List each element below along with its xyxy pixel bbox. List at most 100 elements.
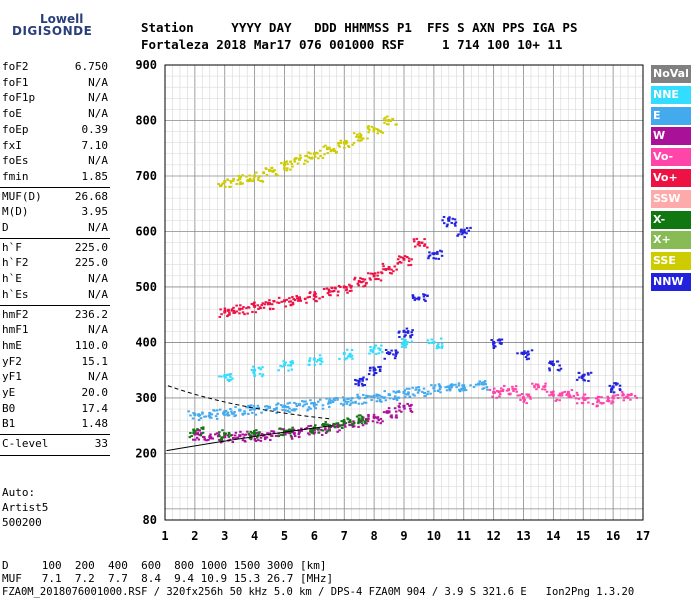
- echo-mark: [575, 391, 579, 394]
- echo-mark: [395, 390, 399, 393]
- echo-mark: [293, 433, 296, 436]
- echo-mark: [620, 390, 624, 393]
- data-point: [611, 385, 615, 389]
- echo-mark: [396, 262, 400, 265]
- chart-axes: 1 2 3 4 5 6 7 8 9 10 11 12 13 14 15 16 17802003004005006…: [135, 58, 650, 543]
- y-tick-label: 200: [135, 446, 157, 460]
- autoscale-line2: Artist5: [2, 501, 49, 514]
- echo-mark: [329, 294, 332, 297]
- echo-mark: [361, 424, 365, 427]
- echo-mark: [203, 415, 206, 418]
- echo-mark: [357, 382, 360, 385]
- echo-mark: [379, 422, 382, 425]
- echo-mark: [261, 302, 264, 305]
- echo-mark: [318, 149, 322, 152]
- echo-mark: [252, 365, 255, 368]
- echo-mark: [423, 244, 426, 247]
- echo-mark: [221, 436, 224, 439]
- echo-mark: [285, 160, 289, 163]
- echo-mark: [197, 414, 201, 417]
- echo-mark: [287, 369, 290, 372]
- echo-mark: [404, 344, 407, 347]
- echo-mark: [482, 381, 485, 384]
- echo-mark: [348, 404, 352, 407]
- echo-mark: [220, 375, 223, 378]
- echo-mark: [403, 389, 407, 392]
- echo-mark: [285, 298, 288, 301]
- echo-mark: [214, 415, 218, 418]
- echo-mark: [268, 307, 272, 310]
- echo-mark: [345, 140, 348, 143]
- echo-mark: [413, 245, 417, 248]
- echo-mark: [387, 268, 390, 271]
- echo-mark: [324, 428, 327, 431]
- echo-mark: [333, 286, 337, 289]
- echo-mark: [525, 402, 528, 405]
- echo-mark: [430, 338, 433, 341]
- param-row-yf1: yF1 N/A: [2, 370, 108, 384]
- echo-mark: [239, 304, 242, 307]
- echo-mark: [611, 400, 614, 403]
- echo-mark: [444, 386, 447, 389]
- echo-mark: [357, 422, 360, 425]
- echo-mark: [350, 289, 353, 292]
- echo-mark: [339, 424, 343, 427]
- echo-mark: [563, 390, 567, 393]
- echo-mark: [258, 306, 262, 309]
- data-point: [507, 388, 511, 392]
- data-point: [417, 241, 421, 245]
- echo-mark: [219, 308, 222, 311]
- param-row-hf: h`F 225.0: [2, 241, 108, 255]
- echo-mark: [279, 427, 282, 430]
- echo-mark: [197, 419, 201, 422]
- echo-mark: [371, 420, 375, 423]
- echo-mark: [449, 384, 452, 387]
- echo-mark: [198, 429, 202, 432]
- echo-mark: [426, 295, 429, 298]
- echo-mark: [263, 438, 267, 441]
- echo-mark: [289, 429, 293, 432]
- echo-mark: [533, 386, 536, 389]
- header-values: Fortaleza 2018 Mar17 076 001000 RSF 1 71…: [141, 37, 563, 52]
- param-row-ye: yE 20.0: [2, 386, 108, 400]
- echo-mark: [570, 389, 574, 392]
- echo-mark: [441, 345, 444, 348]
- echo-mark: [270, 434, 274, 437]
- echo-mark: [251, 411, 254, 414]
- echo-mark: [286, 163, 289, 166]
- echo-mark: [400, 261, 403, 264]
- data-point: [268, 168, 272, 172]
- echo-mark: [276, 402, 280, 405]
- echo-mark: [558, 392, 562, 395]
- echo-mark: [196, 429, 199, 432]
- echo-mark: [403, 396, 407, 399]
- echo-mark: [630, 392, 633, 395]
- echo-mark: [491, 395, 494, 398]
- echo-mark: [219, 441, 223, 444]
- param-value: N/A: [88, 370, 108, 384]
- data-point: [327, 146, 331, 150]
- param-key: foF2: [2, 60, 29, 73]
- echo-mark: [568, 394, 572, 397]
- echo-mark: [247, 432, 251, 435]
- echo-mark: [288, 300, 291, 303]
- echo-mark: [330, 149, 333, 152]
- echo-mark: [413, 240, 416, 243]
- echo-mark: [307, 425, 310, 428]
- echo-mark: [505, 389, 509, 392]
- echo-mark: [312, 298, 316, 301]
- echo-mark: [333, 423, 337, 426]
- echo-mark: [377, 278, 380, 281]
- echo-mark: [428, 254, 432, 257]
- echo-mark: [390, 349, 393, 352]
- echo-mark: [241, 439, 245, 442]
- echo-mark: [587, 397, 590, 400]
- echo-mark: [189, 414, 192, 417]
- echo-mark: [246, 179, 249, 182]
- echo-mark: [381, 131, 385, 134]
- param-value: 20.0: [81, 386, 109, 399]
- echo-mark: [378, 398, 382, 401]
- echo-mark: [316, 427, 320, 430]
- data-point: [238, 408, 242, 412]
- echo-mark: [339, 402, 343, 405]
